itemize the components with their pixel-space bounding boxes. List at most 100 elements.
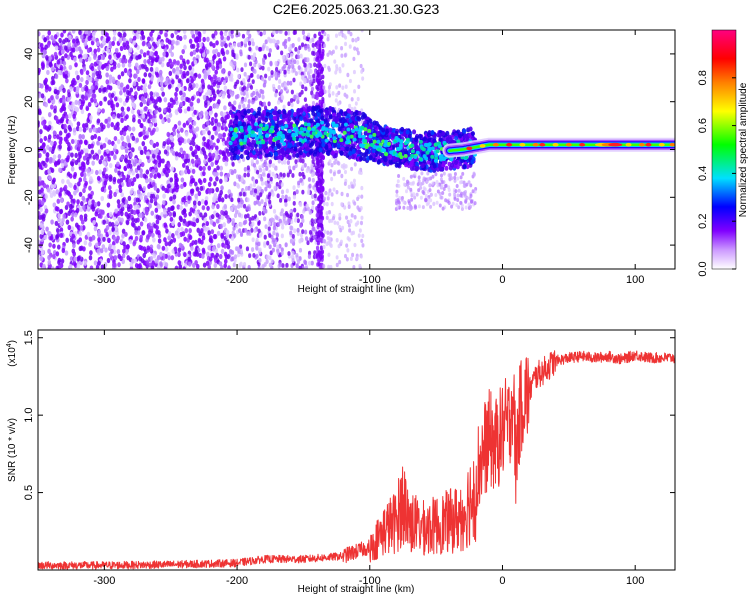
spectrogram-dot [347, 204, 351, 210]
spectrogram-dot [267, 66, 271, 72]
spectrogram-dot [262, 101, 267, 107]
spectrogram-dot [333, 220, 337, 225]
spectrogram-dot [88, 236, 93, 242]
spectrogram-dot [210, 134, 215, 140]
spectrogram-dot [56, 244, 61, 250]
spectrogram-dot [170, 166, 175, 172]
spectrogram-dot [78, 237, 83, 243]
spectrogram-dot [319, 245, 324, 251]
spectrogram-dot [291, 173, 295, 178]
spectrogram-dot [43, 135, 48, 142]
spectrogram-dot [77, 46, 82, 52]
spectrogram-dot [206, 251, 210, 257]
spectrogram-dot [240, 199, 244, 205]
spectrogram-dot [338, 212, 342, 218]
spectrogram-dot [330, 163, 334, 168]
spectrogram-dot [177, 247, 182, 253]
spectrogram-dot [112, 30, 117, 36]
spectrogram-dot [125, 40, 130, 46]
spectrogram-dot [51, 145, 56, 152]
spectrogram-dot [81, 134, 85, 140]
spectrogram-dot [112, 240, 116, 247]
spectrogram-dot [337, 243, 341, 249]
spectrogram-dot [124, 211, 129, 217]
spectrogram-dot [276, 244, 280, 250]
spectrogram-dot [90, 135, 95, 141]
spectrogram-dot [267, 36, 271, 42]
spectrogram-dot [301, 171, 305, 177]
spectrogram-dot [216, 138, 220, 144]
spectrogram-dot [244, 227, 248, 233]
spectrogram-dot [74, 42, 78, 48]
spectrogram-dot [42, 182, 47, 189]
spectrogram-dot [272, 237, 276, 243]
spectrogram-dot [44, 102, 48, 108]
spectrogram-dot [72, 243, 76, 249]
spectrogram-dot [116, 125, 120, 132]
spectrogram-dot [131, 135, 136, 142]
spectrogram-dot [215, 145, 219, 151]
spectrogram-dot [348, 78, 352, 84]
spectrogram-dot [308, 229, 313, 235]
spectrogram-dot [182, 60, 187, 67]
spectrogram-dot [72, 127, 77, 133]
spectrogram-dot [348, 228, 352, 233]
spectrogram-dot [42, 160, 46, 167]
spectrogram-dot [116, 199, 121, 205]
spectrogram-dot [248, 46, 252, 52]
spectrogram-dot [308, 79, 312, 85]
spectrogram-dot [93, 260, 98, 266]
spectrogram-dot [272, 86, 276, 92]
spectrogram-dot [291, 258, 295, 263]
spectrogram-dot [56, 59, 61, 65]
spectrogram-dot [282, 172, 286, 178]
spectrogram-dot [189, 188, 194, 195]
spectrogram-dot [174, 30, 178, 35]
spectrogram-dot [108, 176, 113, 182]
spectrogram-dot [280, 182, 284, 187]
spectrogram-dot [287, 36, 291, 42]
spectrogram-dot [326, 230, 330, 235]
spectrogram-dot [191, 43, 196, 49]
spectrogram-dot [127, 142, 132, 148]
spectrogram-dot [216, 51, 221, 58]
spectrogram-dot [138, 256, 143, 262]
spectrogram-dot [361, 76, 365, 81]
spectrogram-dot [268, 48, 272, 53]
spectrogram-dot [345, 215, 349, 220]
spectrogram-dot [250, 247, 255, 252]
spectrogram-dot [348, 44, 352, 49]
spectrogram-dot [162, 199, 166, 206]
spectrogram-dot [77, 255, 81, 261]
spectrogram-dot [347, 237, 351, 242]
spectrogram-dot [191, 240, 196, 246]
spectrogram-dot [142, 129, 146, 135]
spectrogram-dot [42, 49, 47, 55]
spectrogram-dot [147, 36, 151, 42]
spectrogram-dot [111, 40, 115, 47]
spectrogram-dot [208, 90, 212, 96]
spectrogram-dot [58, 167, 62, 173]
spectrogram-dot [251, 79, 255, 85]
spectrogram-dot [233, 100, 237, 106]
spectrogram-dot [119, 82, 124, 88]
spectrogram-dot [199, 42, 203, 48]
spectrogram-dot [68, 208, 73, 214]
spectrogram-dot [131, 170, 135, 176]
spectrogram-dot [78, 126, 83, 132]
spectrogram-dot [108, 162, 113, 169]
spectrogram-dot [98, 87, 102, 93]
spectrogram-dot [135, 197, 140, 203]
spectrogram-dot [62, 213, 67, 219]
spectrogram-dot [190, 245, 194, 251]
spectrogram-dot [108, 230, 112, 236]
spectrogram-dot [42, 263, 46, 269]
spectrogram-dot [112, 113, 116, 120]
spectrogram-dot [214, 112, 218, 118]
spectrogram-dot [100, 186, 105, 193]
spectrogram-dot [139, 49, 144, 55]
spectrogram-dot [72, 113, 76, 119]
spectrogram-dot [243, 172, 247, 178]
spectrogram-dot [119, 45, 124, 52]
spectrogram-dot [131, 126, 136, 132]
